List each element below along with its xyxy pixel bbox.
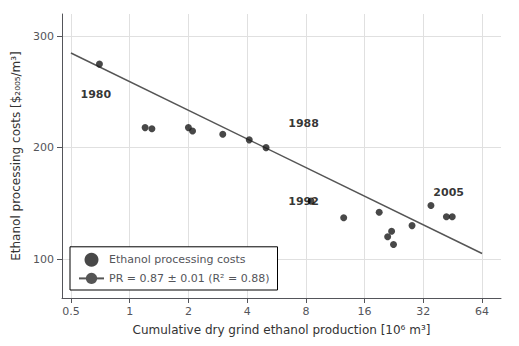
svg-text:300: 300 [33,30,54,43]
svg-text:8: 8 [302,305,309,318]
svg-text:32: 32 [416,305,430,318]
svg-text:1988: 1988 [288,117,319,130]
svg-text:64: 64 [475,305,489,318]
svg-text:2005: 2005 [433,186,464,199]
svg-text:1980: 1980 [81,88,112,101]
svg-text:100: 100 [33,253,54,266]
svg-text:16: 16 [358,305,372,318]
svg-text:4: 4 [244,305,251,318]
svg-text:1: 1 [126,305,133,318]
svg-text:1992: 1992 [288,195,319,208]
svg-text:Ethanol processing costs [$₂₀₀: Ethanol processing costs [$₂₀₀₅/m³] [9,51,23,261]
svg-text:PR = 0.87 ± 0.01 (R² = 0.88): PR = 0.87 ± 0.01 (R² = 0.88) [109,272,270,285]
svg-text:Ethanol processing costs: Ethanol processing costs [109,253,246,266]
svg-text:200: 200 [33,141,54,154]
svg-text:2: 2 [185,305,192,318]
svg-text:0.5: 0.5 [62,305,80,318]
svg-text:Cumulative dry grind ethanol p: Cumulative dry grind ethanol production … [133,323,431,337]
